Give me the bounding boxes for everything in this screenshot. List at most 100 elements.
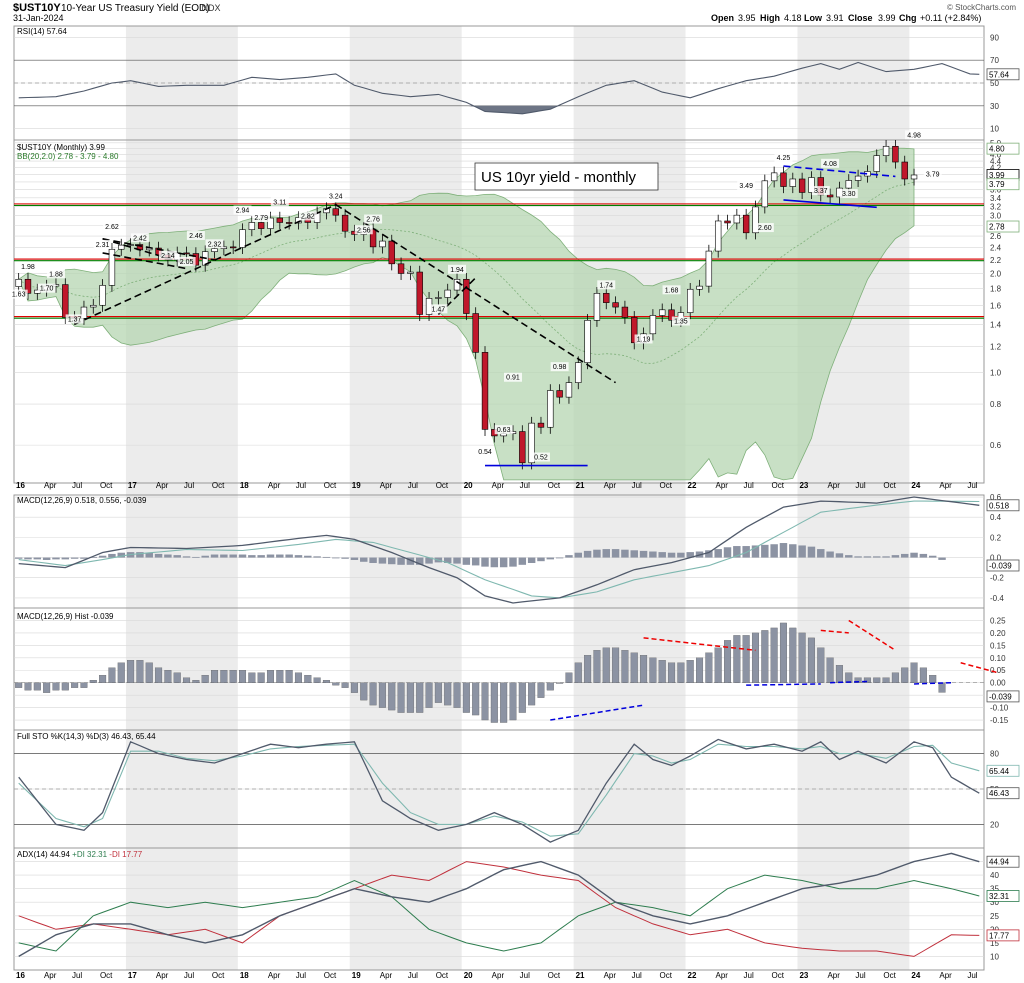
rsi-tick-label: 90 [990,33,999,42]
x-axis-label: Jul [184,481,194,490]
macd-hist-bar [397,557,405,565]
macd-hist-bar [891,555,900,558]
candle [789,178,796,187]
macd-hist-bar [154,553,163,558]
price-tick-label: 1.6 [990,301,1002,310]
x-axis-label: Apr [44,481,57,490]
hist-bar [938,682,946,693]
price-label-bg [737,181,756,191]
annotation-box [474,162,659,191]
price-label: 1.63 [12,292,26,299]
bb-mid-badge [986,178,1020,191]
hist-bar [15,682,23,688]
price-label: 3.11 [273,200,286,207]
adx-label-part: -DI 17.77 [107,850,143,859]
macd-hist-bar [415,557,424,565]
price-label: 1.98 [21,264,35,271]
macd-hist-bar [621,549,629,558]
hist-bar [61,682,69,691]
price-label: 1.70 [40,286,54,293]
price-label: 2.32 [208,241,222,248]
macd-hist-bar [900,553,909,558]
x-axis-label: 24 [911,481,920,490]
price-label-bg [634,334,653,344]
x-axis-label: Apr [492,481,505,490]
macd-hist-bar [705,550,713,558]
price-tick-label: 4.6 [990,151,1002,160]
hist-bar [350,682,358,693]
hist-bar [43,682,51,693]
macd-line [18,496,980,604]
x-axis-label: Jul [967,971,977,980]
adx-neg-di-line [18,861,980,957]
macd-hist-bar [210,554,219,558]
sto-label: Full STO %K(14,3) %D(3) 46.43, 65.44 [17,732,156,741]
macd-hist-bar [593,549,601,558]
adx-last-badge [986,855,1020,868]
price-label-bg [233,205,252,215]
macd-hist-bar [723,547,732,558]
x-axis-label: Apr [268,971,281,980]
macd-hist-bar [406,557,415,565]
hist-bar [602,647,610,683]
price-label: 2.31 [96,242,110,249]
hist-bar [360,682,368,701]
candle [229,246,237,249]
candle [267,217,274,229]
x-axis-label: 23 [799,971,808,980]
macd-hist-bar [499,557,508,568]
close-badge-text: 3.99 [989,171,1005,180]
x-axis-label: Oct [660,971,673,980]
x-axis-label: Apr [156,481,169,490]
panel-frame-price [13,139,985,484]
x-axis-label: Jul [967,481,977,490]
macd-hist-bar [667,552,676,558]
price-label-bg [774,152,793,162]
panel-frame-adx [13,847,985,971]
macd-hist-bar [98,555,107,558]
x-axis-label: Jul [184,971,194,980]
hist-bar [929,675,937,683]
x-axis-label: Jul [408,481,418,490]
macd-last-badge [986,499,1020,512]
price-tick-label: 1.0 [990,368,1002,377]
hist-bar [817,647,825,683]
macd-hist-bar [658,552,666,558]
candle [705,250,713,287]
macd-hist-bar [817,549,825,558]
x-axis-label: Jul [296,481,306,490]
candle [444,289,451,298]
high-label: High [760,13,780,23]
rsi-line [18,61,980,115]
hist-bar [640,655,648,683]
price-tick-label: 2.2 [990,256,1002,265]
year-band [349,26,462,970]
x-axis-label: Apr [156,971,169,980]
hist-bar [322,680,330,683]
price-label: 2.76 [366,217,380,224]
candle [388,240,395,265]
x-axis-label: 16 [16,971,25,980]
macd-hist-bar [611,549,620,558]
x-axis-label: 20 [464,971,473,980]
x-axis-label: Jul [408,971,418,980]
hist-bar [99,675,107,683]
adx-label-part: ADX(14) 44.94 [17,850,70,859]
macd-hist-bar [425,557,433,564]
hist-bar [313,677,321,683]
hist-bar [724,640,732,683]
macd-hist-bar [919,553,928,558]
bollinger-mid [18,181,915,364]
price-label-bg [550,362,569,372]
hist-bar [826,657,834,683]
price-trend-line [437,277,477,316]
price-label-bg [252,213,271,223]
macd-hist-bar [257,555,265,558]
x-axis-label: Apr [604,971,617,980]
adx-tick-label: 15 [990,939,999,948]
macd-hist-bar [61,557,70,560]
macd-hist-bar [33,557,42,560]
candle [416,271,423,315]
x-axis-label: Jul [72,481,82,490]
hist-bar [89,680,97,683]
